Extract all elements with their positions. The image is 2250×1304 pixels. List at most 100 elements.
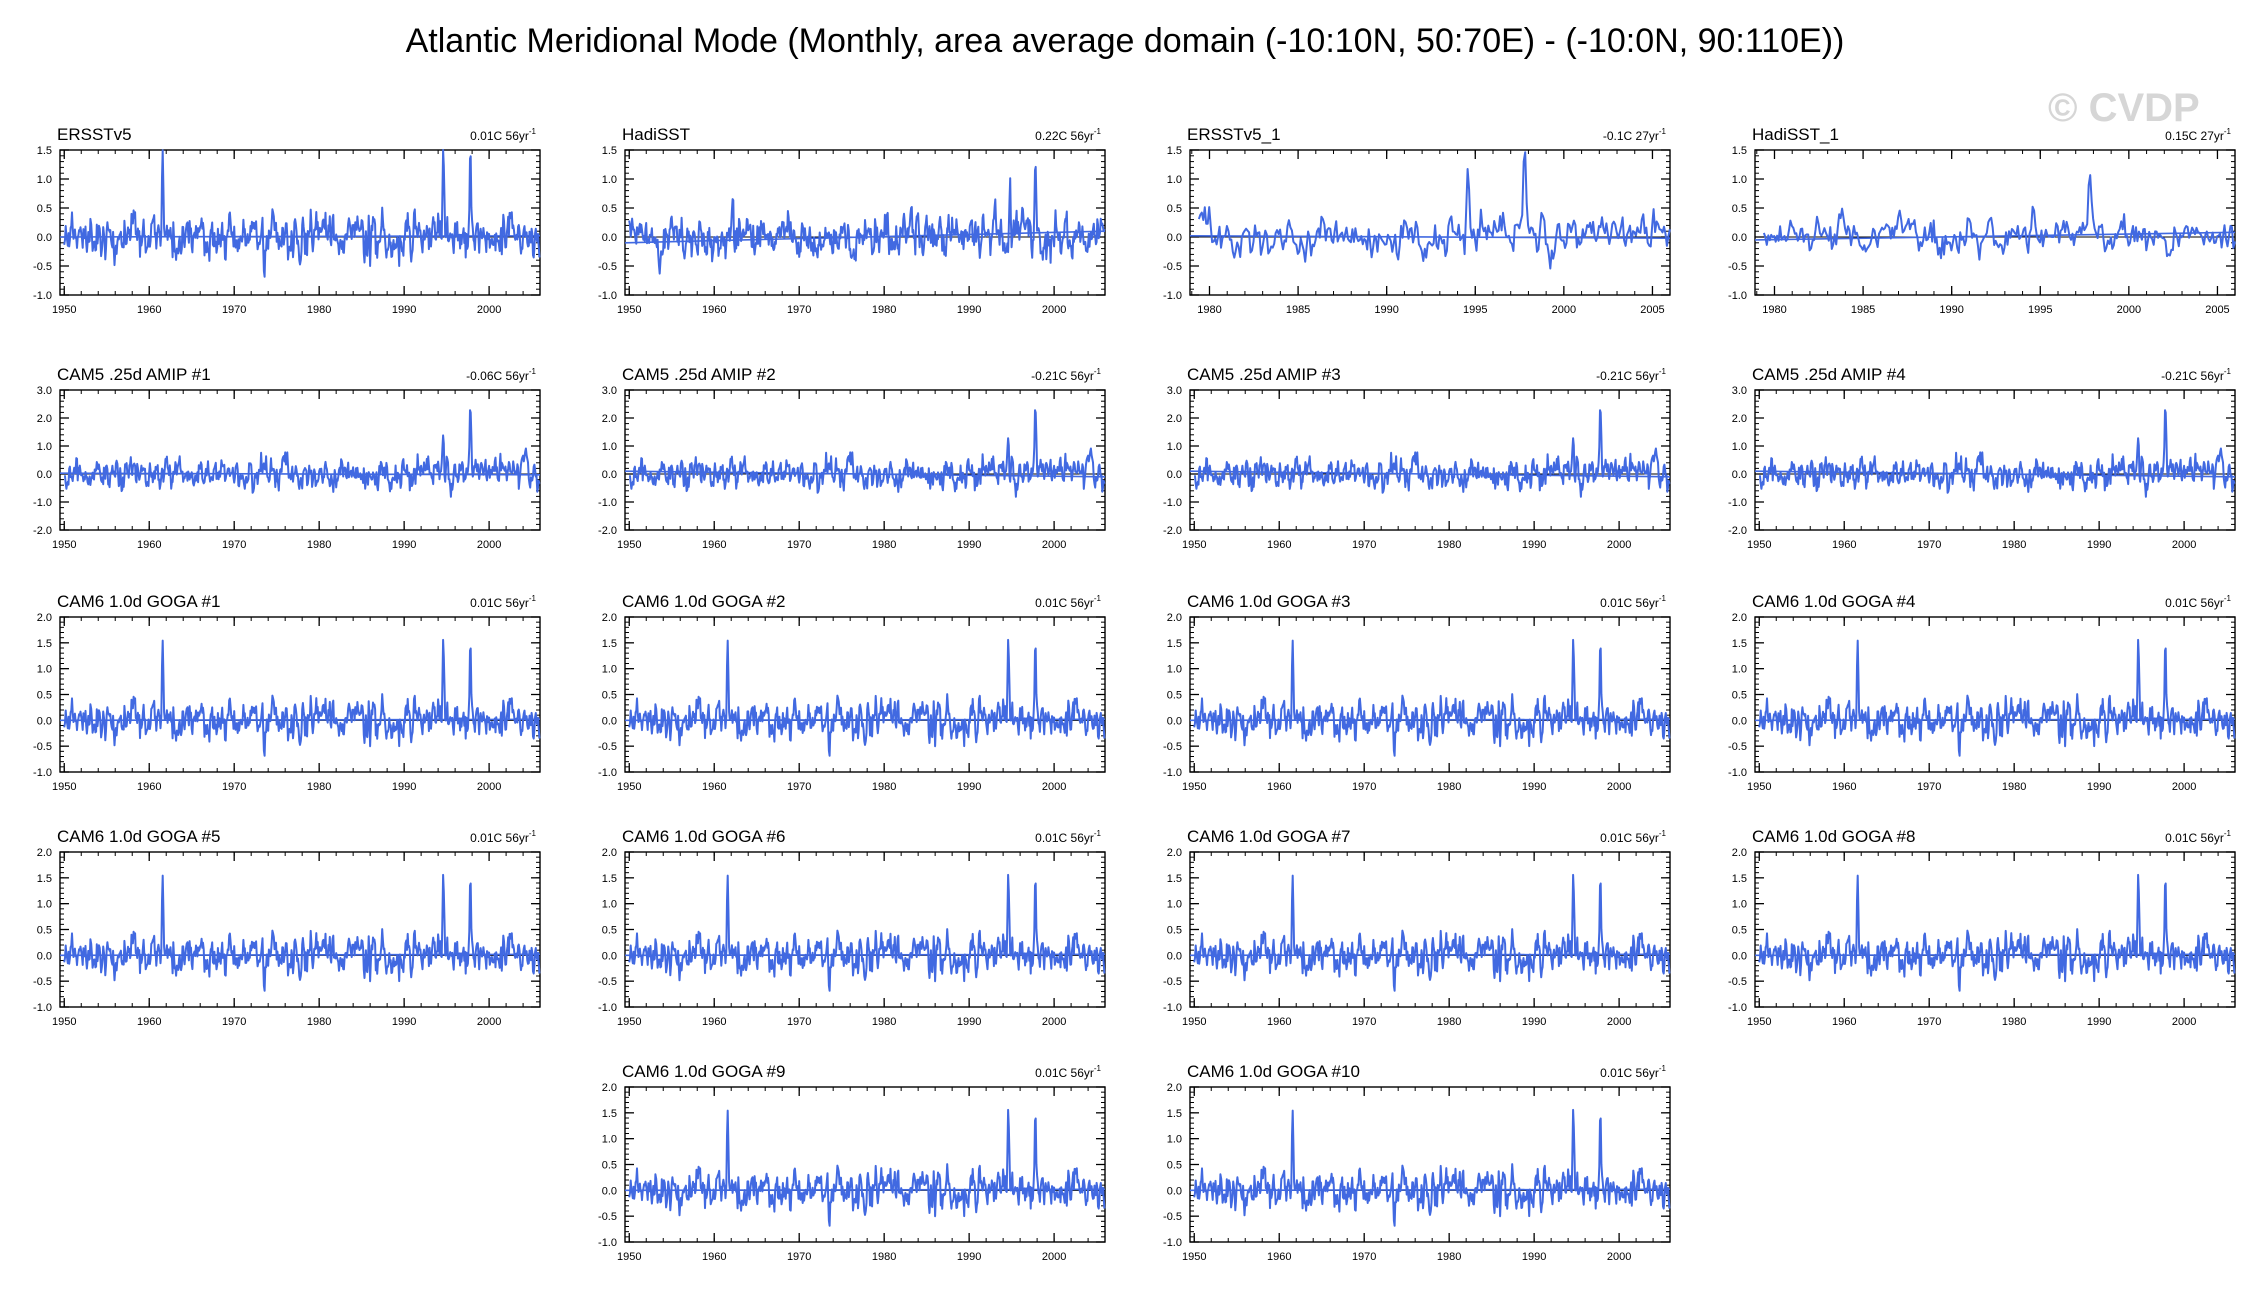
trend-superscript: -1 [529,127,537,136]
y-tick-label: 2.0 [37,847,52,859]
y-tick-label: 0.0 [602,950,617,962]
y-tick-label: -1.0 [598,497,617,509]
x-tick-label: 1970 [222,304,246,316]
x-tick-label: 2005 [2205,304,2229,316]
trend-superscript: -1 [1094,829,1102,838]
y-tick-label: 2.0 [37,612,52,624]
x-tick-label: 1950 [617,781,641,793]
plot-frame [59,389,541,531]
y-tick-label: 1.0 [37,174,52,186]
y-tick-label: -0.5 [1163,976,1182,988]
x-tick-label: 1990 [957,1016,981,1028]
x-tick-label: 1950 [1747,781,1771,793]
y-tick-label: 1.5 [602,873,617,885]
y-tick-label: -1.0 [1163,1002,1182,1014]
y-tick-label: 1.0 [1167,1134,1182,1146]
x-tick-label: 1990 [1522,539,1546,551]
series-line [628,1108,1106,1227]
panel-title: ERSSTv5 [57,125,132,144]
trend-superscript: -1 [2224,367,2232,376]
plot-area: ERSSTv5_1 -0.1C 27yr-1 -1.0 -0.5 0.0 0.5 1.0 1.… [1163,125,1671,316]
panel-trend: -0.21C 56yr-1 [2161,367,2231,383]
plot-frame [59,851,541,1008]
panel-trend: 0.01C 56yr-1 [1600,829,1666,845]
trend-superscript: -1 [2224,829,2232,838]
plot-area: HadiSST 0.22C 56yr-1 -1.0 -0.5 0.0 0.5 1.0 1.5 1… [598,125,1106,316]
x-tick-label: 1980 [307,781,331,793]
y-tick-label: 1.5 [1732,145,1747,157]
x-tick-label: 1950 [617,539,641,551]
x-tick-label: 1985 [1851,304,1875,316]
trend-line [1189,470,1671,478]
x-tick-label: 1950 [52,539,76,551]
y-tick-label: -0.5 [1728,741,1747,753]
x-tick-label: 2000 [1607,781,1631,793]
y-tick-label: 0.5 [37,925,52,937]
y-tick-label: 1.0 [602,441,617,453]
y-tick-label: -0.5 [598,976,617,988]
trend-line [624,230,1106,244]
y-tick-label: 1.0 [37,899,52,911]
plot-frame [1189,389,1671,531]
plot-frame [59,616,541,773]
y-tick-label: 1.5 [602,145,617,157]
plot-frame [1754,851,2236,1008]
series-line [1193,873,1671,992]
panel-title: CAM6 1.0d GOGA #5 [57,827,220,846]
x-tick-label: 1980 [1762,304,1786,316]
plot-frame [1189,616,1671,773]
x-tick-label: 1950 [52,304,76,316]
chart-panel-cam6_goga_4: CAM6 1.0d GOGA #4 0.01C 56yr-1 -1.0 -0.5 0.0… [1728,592,2236,793]
y-tick-label: 1.5 [1167,873,1182,885]
x-tick-label: 1980 [872,781,896,793]
trend-superscript: -1 [1659,1064,1667,1073]
chart-panel-cam5_amip_3: CAM5 .25d AMIP #3 -0.21C 56yr-1 -2.0 -1.0 0.… [1163,365,1671,551]
y-tick-label: 2.0 [1732,413,1747,425]
x-tick-label: 1990 [957,304,981,316]
x-tick-label: 2000 [1607,1251,1631,1263]
y-tick-label: 1.0 [1732,664,1747,676]
trend-line [624,953,1106,957]
panel-trend: 0.22C 56yr-1 [1035,127,1101,143]
trend-superscript: -1 [1094,594,1102,603]
y-tick-label: 0.5 [1167,203,1182,215]
panel-title: CAM5 .25d AMIP #1 [57,365,211,384]
x-tick-label: 2000 [1552,304,1576,316]
chart-panel-hadisst_1: HadiSST_1 0.15C 27yr-1 -1.0 -0.5 0.0 0.5 1.0 1.… [1728,125,2236,316]
y-tick-label: 2.0 [1732,612,1747,624]
plot-area: CAM5 .25d AMIP #3 -0.21C 56yr-1 -2.0 -1.0 0.… [1163,365,1671,551]
x-tick-label: 1970 [787,781,811,793]
panel-trend: 0.01C 56yr-1 [1600,1064,1666,1080]
panel-trend: 0.01C 56yr-1 [2165,594,2231,610]
y-tick-label: 0.0 [37,469,52,481]
x-tick-label: 1960 [1832,539,1856,551]
x-tick-label: 2000 [2172,781,2196,793]
series-line [63,149,541,278]
y-tick-label: 0.0 [1167,950,1182,962]
y-tick-label: 0.0 [602,1185,617,1197]
y-tick-label: 2.0 [1167,1082,1182,1094]
x-tick-label: 1970 [787,1251,811,1263]
x-tick-label: 2000 [477,781,501,793]
y-tick-label: 0.5 [602,690,617,702]
y-tick-label: -2.0 [1728,525,1747,537]
x-tick-label: 1980 [872,304,896,316]
panel-title: CAM6 1.0d GOGA #1 [57,592,220,611]
plot-area: CAM6 1.0d GOGA #10 0.01C 56yr-1 -1.0 -0.5 0.… [1163,1062,1671,1263]
y-tick-label: 1.0 [602,664,617,676]
chart-panel-cam6_goga_10: CAM6 1.0d GOGA #10 0.01C 56yr-1 -1.0 -0.5 0.… [1163,1062,1671,1263]
panel-trend: -0.21C 56yr-1 [1031,367,1101,383]
trend-line [624,1188,1106,1192]
x-tick-label: 1990 [1374,304,1398,316]
panel-trend: 0.01C 56yr-1 [1035,829,1101,845]
y-tick-label: 0.5 [1732,690,1747,702]
x-tick-label: 2000 [1042,781,1066,793]
x-tick-label: 1970 [1917,1016,1941,1028]
y-tick-label: -0.5 [598,261,617,273]
y-tick-label: -0.5 [33,261,52,273]
x-tick-label: 1980 [1437,1016,1461,1028]
y-tick-label: -1.0 [1163,767,1182,779]
x-tick-label: 2000 [1607,1016,1631,1028]
trend-line [1754,953,2236,957]
